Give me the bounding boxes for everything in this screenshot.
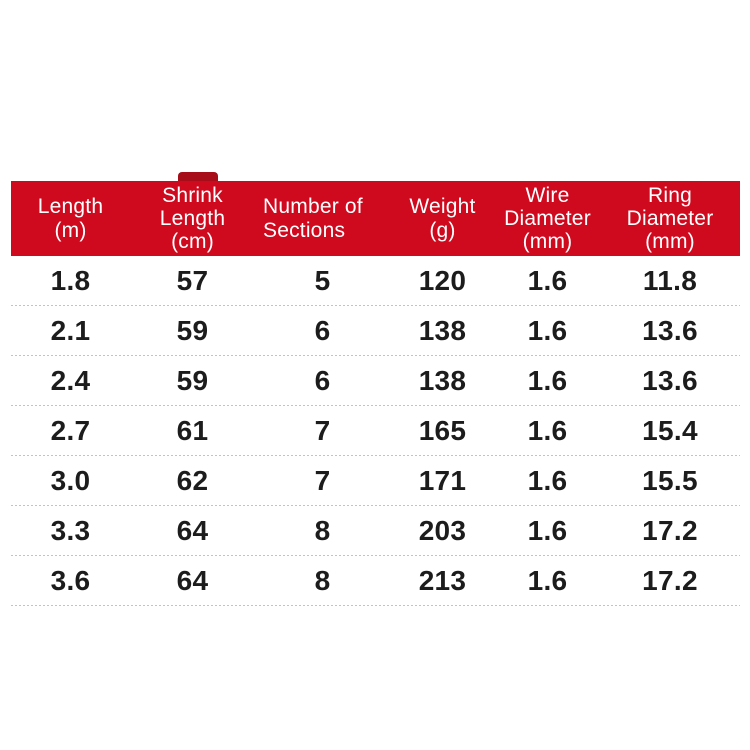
cell-sections: 6 [314, 364, 331, 396]
cell-weight: 138 [418, 314, 467, 346]
header-cell-wire-diameter: Wire Diameter (mm) [504, 183, 591, 254]
table-row: 2.1 59 6 138 1.6 13.6 [11, 306, 740, 355]
cell-shrink-length: 57 [176, 264, 209, 296]
cell-ring-diameter: 15.4 [642, 414, 698, 446]
cell-length: 3.6 [50, 564, 91, 596]
header-cell-shrink-length: Shrink Length (cm) [159, 183, 226, 254]
cell-wire-diameter: 1.6 [527, 564, 568, 596]
cell-weight: 120 [418, 264, 467, 296]
cell-wire-diameter: 1.6 [527, 314, 568, 346]
cell-ring-diameter: 13.6 [642, 314, 698, 346]
cell-shrink-length: 64 [176, 514, 209, 546]
table-row: 3.3 64 8 203 1.6 17.2 [11, 506, 740, 555]
header-cell-weight: Weight (g) [409, 195, 476, 242]
cell-sections: 7 [314, 414, 331, 446]
cell-wire-diameter: 1.6 [527, 414, 568, 446]
cell-weight: 203 [418, 514, 467, 546]
table-row: 1.8 57 5 120 1.6 11.8 [11, 256, 740, 305]
cell-shrink-length: 59 [176, 314, 209, 346]
cell-wire-diameter: 1.6 [527, 514, 568, 546]
cell-shrink-length: 61 [176, 414, 209, 446]
cell-sections: 8 [314, 564, 331, 596]
row-separator [11, 505, 740, 506]
cell-length: 2.7 [50, 414, 91, 446]
row-separator [11, 555, 740, 556]
table-header-row: Length (m) Shrink Length (cm) Number of … [11, 181, 740, 256]
cell-sections: 5 [314, 264, 331, 296]
cell-shrink-length: 59 [176, 364, 209, 396]
cell-weight: 213 [418, 564, 467, 596]
table-row: 3.0 62 7 171 1.6 15.5 [11, 456, 740, 505]
cell-shrink-length: 64 [176, 564, 209, 596]
cell-length: 2.4 [50, 364, 91, 396]
header-cell-sections: Number of Sections [263, 195, 363, 242]
row-separator [11, 355, 740, 356]
cell-sections: 6 [314, 314, 331, 346]
row-separator [11, 405, 740, 406]
cell-weight: 138 [418, 364, 467, 396]
cell-weight: 171 [418, 464, 467, 496]
cell-length: 3.0 [50, 464, 91, 496]
cell-wire-diameter: 1.6 [527, 364, 568, 396]
cell-shrink-length: 62 [176, 464, 209, 496]
cell-sections: 7 [314, 464, 331, 496]
cell-ring-diameter: 17.2 [642, 564, 698, 596]
spec-table: Length (m) Shrink Length (cm) Number of … [11, 181, 740, 606]
cell-wire-diameter: 1.6 [527, 264, 568, 296]
cell-length: 2.1 [50, 314, 91, 346]
header-cell-ring-diameter: Ring Diameter (mm) [626, 183, 714, 254]
header-cell-length: Length (m) [37, 195, 104, 242]
cell-length: 3.3 [50, 514, 91, 546]
table-row: 2.7 61 7 165 1.6 15.4 [11, 406, 740, 455]
cell-weight: 165 [418, 414, 467, 446]
row-separator [11, 305, 740, 306]
cell-wire-diameter: 1.6 [527, 464, 568, 496]
row-separator [11, 605, 740, 606]
table-row: 3.6 64 8 213 1.6 17.2 [11, 556, 740, 605]
cell-ring-diameter: 13.6 [642, 364, 698, 396]
cell-length: 1.8 [50, 264, 91, 296]
table-body: 1.8 57 5 120 1.6 11.8 2.1 59 6 138 1.6 1… [11, 256, 740, 606]
cell-ring-diameter: 11.8 [642, 264, 698, 296]
table-row: 2.4 59 6 138 1.6 13.6 [11, 356, 740, 405]
cell-ring-diameter: 15.5 [642, 464, 698, 496]
cell-ring-diameter: 17.2 [642, 514, 698, 546]
row-separator [11, 455, 740, 456]
cell-sections: 8 [314, 514, 331, 546]
